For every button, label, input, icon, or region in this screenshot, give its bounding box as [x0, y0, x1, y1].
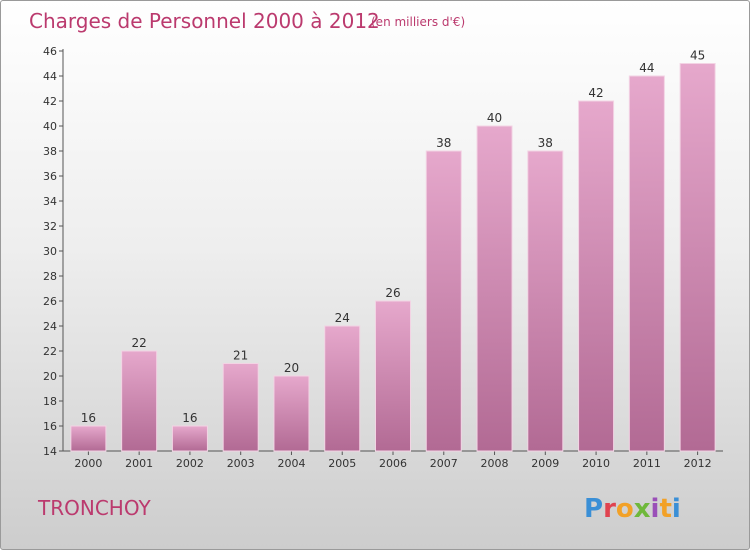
y-tick-label: 44: [43, 70, 57, 83]
proxiti-logo: Proxiti: [584, 494, 681, 524]
axes: 14 16 18 20 22 24 26 28 30 32 34 36 38 40 42 44 46 2000 20…: [43, 45, 723, 470]
bar-2009: [527, 150, 564, 452]
value-label-2012: 45: [690, 49, 705, 63]
value-label-2001: 22: [132, 336, 147, 350]
value-label-2008: 40: [487, 111, 502, 125]
y-tick-label: 20: [43, 370, 57, 383]
bar-2000: [70, 425, 107, 452]
commune-name: TRONCHOY: [37, 496, 151, 520]
bar-2005: [324, 325, 361, 452]
y-tick-label: 36: [43, 170, 57, 183]
x-tick-label-2000: 2000: [74, 457, 102, 470]
y-tick-label: 46: [43, 45, 57, 58]
x-tick-label-2009: 2009: [531, 457, 559, 470]
value-label-2000: 16: [81, 411, 96, 425]
y-tick-label: 24: [43, 320, 57, 333]
y-tick-label: 16: [43, 420, 57, 433]
y-tick-label: 18: [43, 395, 57, 408]
value-label-2007: 38: [436, 136, 451, 150]
y-tick-label: 14: [43, 445, 57, 458]
logo-letter: r: [603, 494, 616, 524]
x-tick-label-2007: 2007: [430, 457, 458, 470]
logo-letter: i: [651, 494, 660, 524]
value-label-2004: 20: [284, 361, 299, 375]
bar-2007: [425, 150, 462, 452]
value-label-2011: 44: [639, 61, 654, 75]
bar-2001: [121, 350, 158, 452]
bars: 16 22 16 21 20 24 26 38 40 38 42 44 45: [70, 49, 716, 452]
value-label-2002: 16: [182, 411, 197, 425]
logo-letter: x: [634, 494, 651, 524]
y-tick-label: 42: [43, 95, 57, 108]
x-tick-label-2005: 2005: [328, 457, 356, 470]
logo-letter: t: [659, 494, 671, 524]
value-label-2010: 42: [588, 86, 603, 100]
bar-2010: [578, 100, 615, 452]
x-tick-label-2006: 2006: [379, 457, 407, 470]
x-tick-label-2011: 2011: [633, 457, 661, 470]
logo-letter: i: [672, 494, 681, 524]
x-tick-label-2001: 2001: [125, 457, 153, 470]
y-tick-label: 38: [43, 145, 57, 158]
y-tick-label: 32: [43, 220, 57, 233]
bar-2006: [375, 300, 411, 452]
x-tick-label-2008: 2008: [481, 457, 509, 470]
x-tick-label-2012: 2012: [684, 457, 712, 470]
bar-2004: [273, 375, 310, 452]
bar-2003: [222, 363, 259, 452]
x-tick-label-2002: 2002: [176, 457, 204, 470]
logo-letter: o: [616, 494, 634, 524]
x-tick-label-2010: 2010: [582, 457, 610, 470]
bar-2002: [171, 425, 208, 452]
value-label-2009: 38: [538, 136, 553, 150]
y-tick-label: 40: [43, 120, 57, 133]
y-tick-label: 26: [43, 295, 57, 308]
logo-letter: P: [584, 494, 603, 524]
chart-title: Charges de Personnel 2000 à 2012: [29, 9, 380, 33]
bar-2008: [476, 125, 513, 452]
bar-2012: [679, 63, 716, 452]
value-label-2005: 24: [335, 311, 350, 325]
chart-subtitle: (en milliers d'€): [371, 15, 465, 29]
bar-2011: [628, 75, 665, 452]
x-tick-label-2004: 2004: [277, 457, 305, 470]
x-tick-label-2003: 2003: [227, 457, 255, 470]
y-tick-label: 22: [43, 345, 57, 358]
y-tick-label: 34: [43, 195, 57, 208]
y-tick-label: 28: [43, 270, 57, 283]
y-tick-label: 30: [43, 245, 57, 258]
value-label-2006: 26: [385, 286, 400, 300]
value-label-2003: 21: [233, 349, 248, 363]
